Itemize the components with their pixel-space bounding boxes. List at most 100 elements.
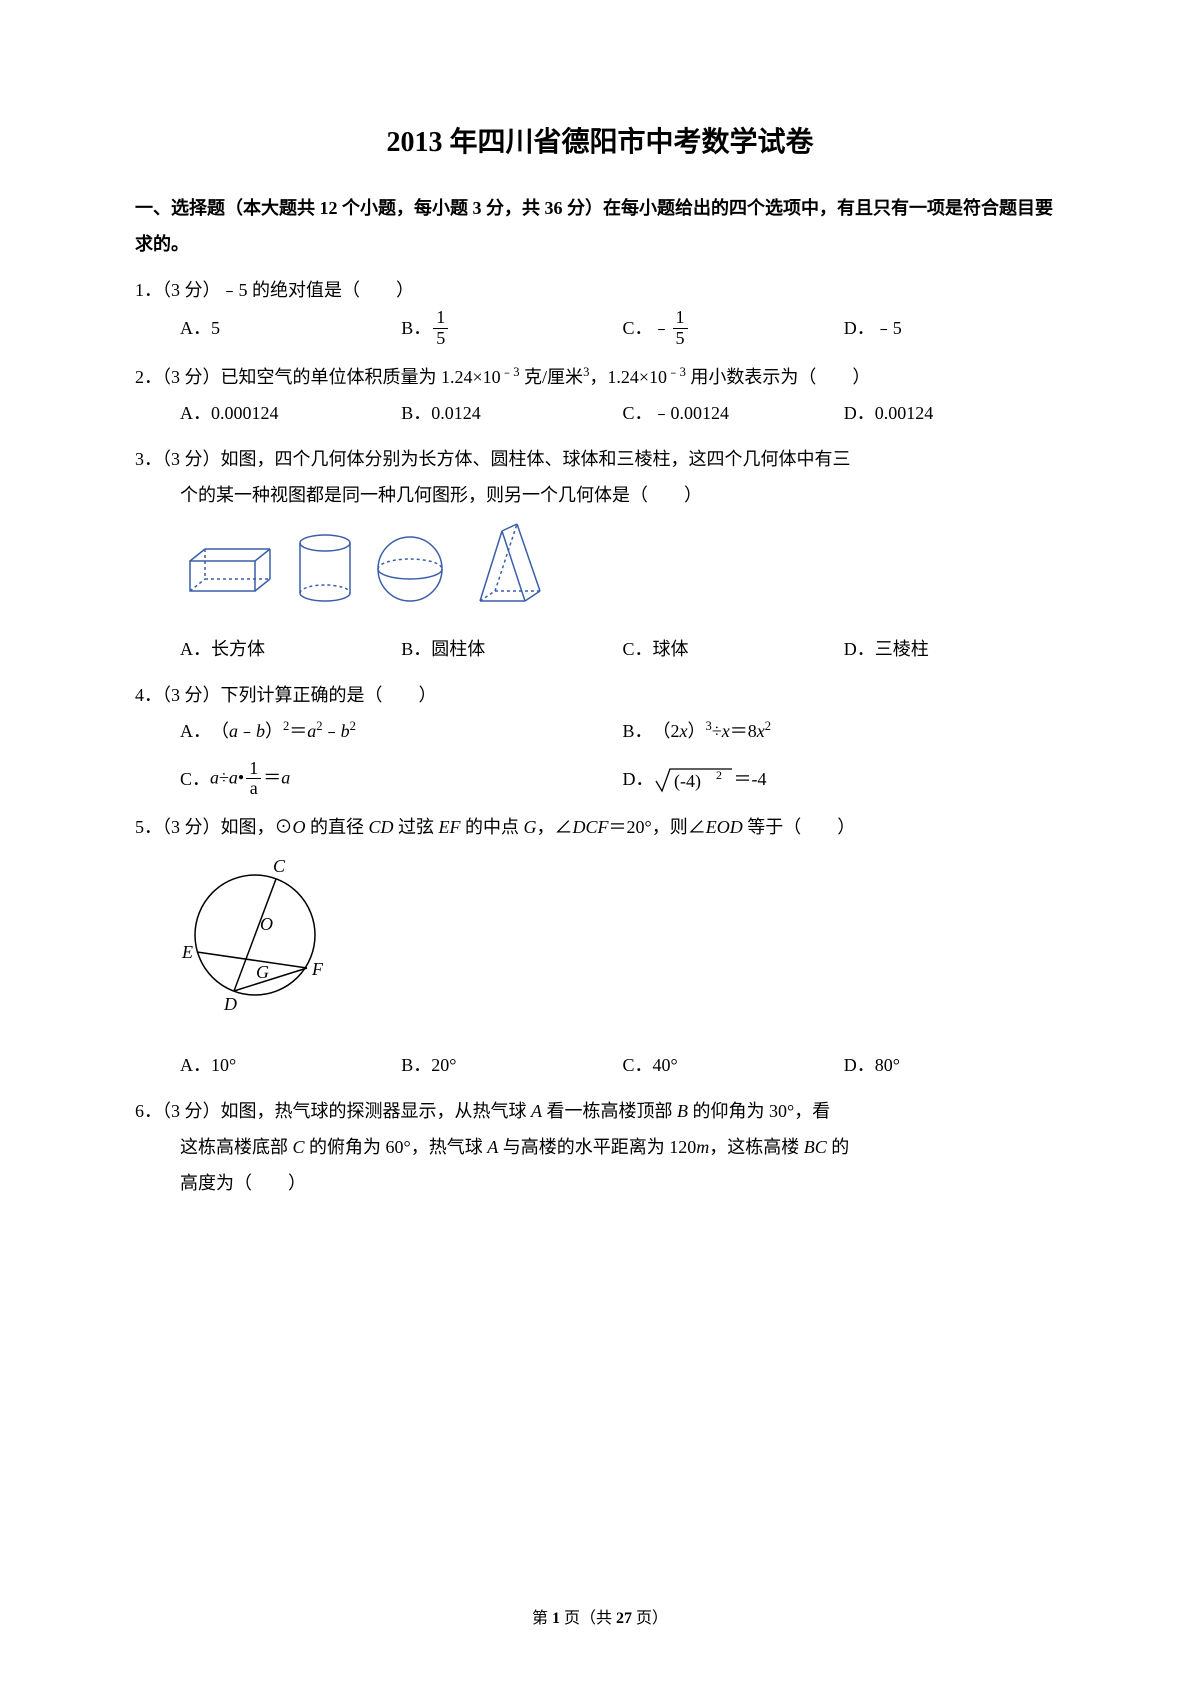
footer-total: 27	[616, 1610, 632, 1627]
var-a2: A	[487, 1137, 498, 1157]
opt-label: A．	[180, 713, 211, 749]
text: 等于（ ）	[743, 817, 856, 837]
q1-opt-a: A． 5	[180, 310, 401, 346]
fraction: 1 5	[673, 308, 688, 349]
opt-label: D．	[844, 310, 875, 346]
opt-label: A．	[180, 310, 211, 346]
question-6: 6．（3 分）如图，热气球的探测器显示，从热气球 A 看一栋高楼顶部 B 的仰角…	[135, 1093, 1065, 1201]
math-expr: a÷a•1a＝a	[210, 759, 290, 800]
exponent: ﹣3	[667, 365, 686, 379]
q3-opt-a: A．长方体	[180, 631, 401, 667]
q1-options: A． 5 B． 1 5 C． ﹣ 1 5 D． ﹣5	[135, 308, 1065, 349]
q5-figure: C O G E F D	[135, 850, 1065, 1042]
math-expr: (-4)2 ＝-4	[654, 761, 767, 797]
q5-opt-c: C．40°	[623, 1047, 844, 1083]
var-ef: EF	[439, 817, 461, 837]
exponent: ﹣3	[501, 365, 520, 379]
q1-opt-c: C． ﹣ 1 5	[623, 308, 844, 349]
var-bc: BC	[804, 1137, 827, 1157]
q6-stem-line1: 6．（3 分）如图，热气球的探测器显示，从热气球 A 看一栋高楼顶部 B 的仰角…	[135, 1093, 1065, 1129]
label-e: E	[181, 942, 193, 962]
sphere-icon	[378, 537, 442, 601]
q1-stem: 1．（3 分）﹣5 的绝对值是（ ）	[135, 272, 1065, 308]
label-c: C	[273, 856, 286, 876]
q4-options-row2: C． a÷a•1a＝a D． (-4)2 ＝-4	[135, 759, 1065, 800]
var-dcf: DCF	[573, 817, 609, 837]
text: 的仰角为 30°，看	[688, 1101, 830, 1121]
question-2: 2．（3 分）已知空气的单位体积质量为 1.24×10﹣3 克/厘米3，1.24…	[135, 359, 1065, 431]
q5-opt-d: D．80°	[844, 1047, 1065, 1083]
text: 5．（3 分）如图，⊙	[135, 817, 293, 837]
text: 6．（3 分）如图，热气球的探测器显示，从热气球	[135, 1101, 531, 1121]
svg-text:2: 2	[716, 768, 722, 782]
opt-value: ﹣5	[875, 310, 902, 346]
exam-page: 2013 年四川省德阳市中考数学试卷 一、选择题（本大题共 12 个小题，每小题…	[0, 0, 1200, 1698]
var-g: G	[524, 817, 537, 837]
opt-label: B．	[623, 713, 653, 749]
shapes-svg	[180, 521, 580, 611]
q5-opt-b: B．20°	[401, 1047, 622, 1083]
footer-text: 页）	[632, 1610, 668, 1627]
text: 的直径	[306, 817, 369, 837]
text: 的	[827, 1137, 850, 1157]
opt-label: B．	[401, 310, 431, 346]
page-title: 2013 年四川省德阳市中考数学试卷	[135, 120, 1065, 160]
q5-options: A．10° B．20° C．40° D．80°	[135, 1047, 1065, 1083]
var-b: B	[677, 1101, 688, 1121]
q3-opt-b: B．圆柱体	[401, 631, 622, 667]
var-c: C	[293, 1137, 305, 1157]
cylinder-icon	[300, 535, 350, 601]
q5-stem: 5．（3 分）如图，⊙O 的直径 CD 过弦 EF 的中点 G，∠DCF＝20°…	[135, 809, 1065, 845]
q4-opt-c: C． a÷a•1a＝a	[180, 759, 623, 800]
text: ，这栋高楼	[709, 1137, 804, 1157]
q6-stem-line2: 这栋高楼底部 C 的俯角为 60°，热气球 A 与高楼的水平距离为 120m，这…	[135, 1129, 1065, 1165]
sqrt-icon: (-4) 2	[654, 763, 734, 795]
footer-text: 页（共	[560, 1610, 616, 1627]
q4-stem: 4．（3 分）下列计算正确的是（ ）	[135, 677, 1065, 713]
page-footer: 第 1 页（共 27 页）	[0, 1604, 1200, 1628]
q3-options: A．长方体 B．圆柱体 C．球体 D．三棱柱	[135, 631, 1065, 667]
opt-label: C．	[180, 761, 210, 797]
question-4: 4．（3 分）下列计算正确的是（ ） A． （a﹣b）2＝a2﹣b2 B． （2…	[135, 677, 1065, 800]
q4-opt-d: D． (-4)2 ＝-4	[623, 761, 1066, 797]
text: ＝20°，则∠	[609, 817, 706, 837]
text: 的俯角为 60°，热气球	[305, 1137, 488, 1157]
frac-den: 5	[433, 329, 448, 349]
q2-opt-d: D．0.00124	[844, 395, 1065, 431]
math-expr: （a﹣b）2＝a2﹣b2	[211, 713, 356, 749]
label-f: F	[311, 959, 324, 979]
q5-opt-a: A．10°	[180, 1047, 401, 1083]
frac-den: 5	[673, 329, 688, 349]
footer-page-num: 1	[552, 1610, 560, 1627]
text: 的中点	[461, 817, 524, 837]
text: 用小数表示为（ ）	[686, 367, 871, 387]
q6-stem-line3: 高度为（ ）	[135, 1165, 1065, 1201]
q1-opt-b: B． 1 5	[401, 308, 622, 349]
q3-shapes	[135, 521, 1065, 623]
var-m: m	[696, 1137, 709, 1157]
footer-text: 第	[532, 1610, 552, 1627]
frac-num: 1	[433, 308, 448, 329]
text: 这栋高楼底部	[180, 1137, 293, 1157]
frac-num: 1	[673, 308, 688, 329]
question-3: 3．（3 分）如图，四个几何体分别为长方体、圆柱体、球体和三棱柱，这四个几何体中…	[135, 441, 1065, 667]
text: 看一栋高楼顶部	[542, 1101, 677, 1121]
label-d: D	[223, 994, 237, 1014]
question-5: 5．（3 分）如图，⊙O 的直径 CD 过弦 EF 的中点 G，∠DCF＝20°…	[135, 809, 1065, 1083]
opt-value: 5	[211, 310, 220, 346]
q2-opt-a: A．0.000124	[180, 395, 401, 431]
text: 过弦	[394, 817, 439, 837]
text: 克/厘米	[520, 367, 584, 387]
q1-opt-d: D． ﹣5	[844, 310, 1065, 346]
opt-label: D．	[623, 761, 654, 797]
cuboid-icon	[190, 549, 270, 591]
text: 与高楼的水平距离为 120	[498, 1137, 696, 1157]
q2-stem: 2．（3 分）已知空气的单位体积质量为 1.24×10﹣3 克/厘米3，1.24…	[135, 359, 1065, 395]
q4-opt-b: B． （2x）3÷x＝8x2	[623, 713, 1066, 749]
text: ，1.24×10	[589, 367, 667, 387]
q2-options: A．0.000124 B．0.0124 C．﹣0.00124 D．0.00124	[135, 395, 1065, 431]
q4-options-row1: A． （a﹣b）2＝a2﹣b2 B． （2x）3÷x＝8x2	[135, 713, 1065, 749]
svg-text:(-4): (-4)	[674, 771, 701, 792]
label-g: G	[256, 962, 269, 982]
q2-opt-b: B．0.0124	[401, 395, 622, 431]
